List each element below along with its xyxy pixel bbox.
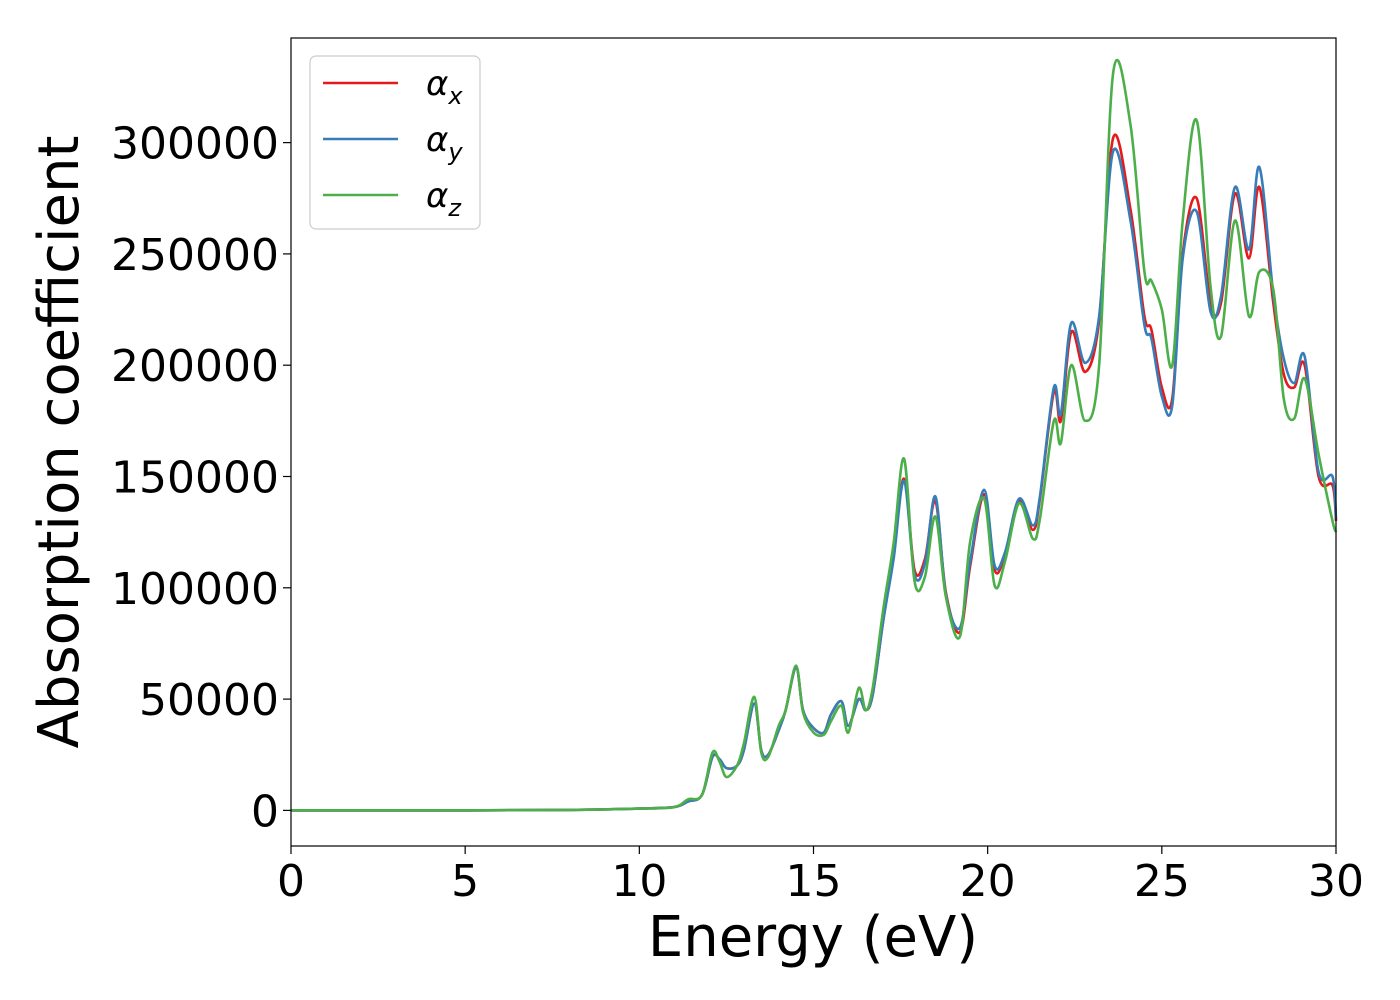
- y-tick-label: 250000: [111, 230, 279, 281]
- legend-label-z: αz: [426, 176, 462, 222]
- x-tick-label: 15: [786, 856, 842, 907]
- y-tick-label: 50000: [139, 675, 279, 726]
- legend-label-y: αy: [426, 120, 463, 166]
- y-tick-label: 100000: [111, 564, 279, 615]
- x-tick-label: 10: [611, 856, 667, 907]
- y-tick-label: 300000: [111, 119, 279, 170]
- x-tick-label: 5: [451, 856, 479, 907]
- x-axis: 0 5 10 15 20 25 30: [277, 846, 1364, 907]
- y-tick-label: 150000: [111, 453, 279, 504]
- y-axis: 0 50000 100000 150000 200000 250000 300000: [111, 119, 291, 837]
- x-tick-label: 25: [1134, 856, 1190, 907]
- y-tick-label: 0: [251, 786, 279, 837]
- x-tick-label: 30: [1308, 856, 1364, 907]
- legend-label-x: αx: [426, 64, 463, 110]
- x-tick-label: 0: [277, 856, 305, 907]
- series-line-z: [290, 58, 1338, 812]
- series-layer: [290, 58, 1338, 812]
- x-tick-label: 20: [960, 856, 1016, 907]
- legend: αx αy αz: [309, 55, 481, 230]
- legend-box: [309, 55, 481, 230]
- y-tick-label: 200000: [111, 341, 279, 392]
- y-axis-title: Absorption coefficient: [27, 136, 92, 749]
- x-axis-title: Energy (eV): [648, 905, 978, 970]
